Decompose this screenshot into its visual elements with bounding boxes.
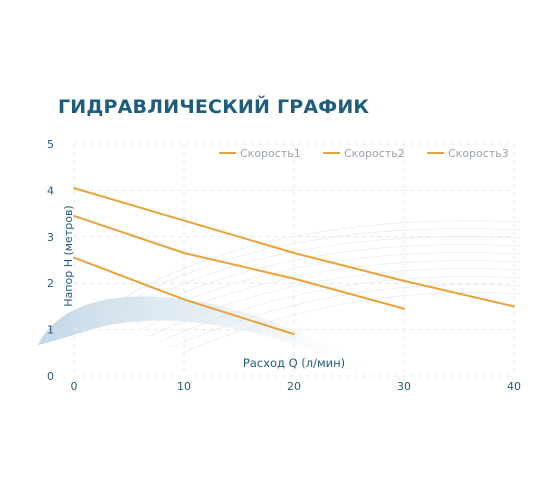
x-tick-label: 10 — [177, 380, 191, 393]
y-tick-labels: 0 1 2 3 4 5 — [47, 138, 54, 383]
series-line-2 — [73, 214, 405, 310]
background-wave — [38, 220, 521, 400]
y-tick-label: 3 — [47, 231, 54, 244]
series-lines — [73, 187, 515, 336]
y-tick-label: 1 — [47, 324, 54, 337]
x-tick-label: 0 — [71, 380, 78, 393]
y-tick-label: 5 — [47, 138, 54, 151]
y-tick-label: 4 — [47, 184, 54, 197]
legend-label: Скорость3 — [448, 147, 509, 160]
x-axis-label: Расход Q (л/мин) — [243, 356, 345, 370]
grid-lines — [73, 143, 515, 377]
y-axis-label: Напор Н (метров) — [62, 205, 75, 306]
legend-label: Скорость2 — [344, 147, 405, 160]
x-tick-labels: 0 10 20 30 40 — [71, 380, 522, 393]
y-tick-label: 0 — [47, 370, 54, 383]
chart-title: ГИДРАВЛИЧЕСКИЙ ГРАФИК — [58, 96, 370, 118]
x-tick-label: 40 — [507, 380, 521, 393]
x-tick-label: 20 — [287, 380, 301, 393]
y-tick-label: 2 — [47, 277, 54, 290]
series-line-3 — [73, 187, 515, 308]
x-tick-label: 30 — [397, 380, 411, 393]
series-line-1 — [73, 256, 295, 336]
legend-label: Скорость1 — [240, 147, 301, 160]
legend: Скорость1 Скорость2 Скорость3 — [219, 147, 509, 160]
